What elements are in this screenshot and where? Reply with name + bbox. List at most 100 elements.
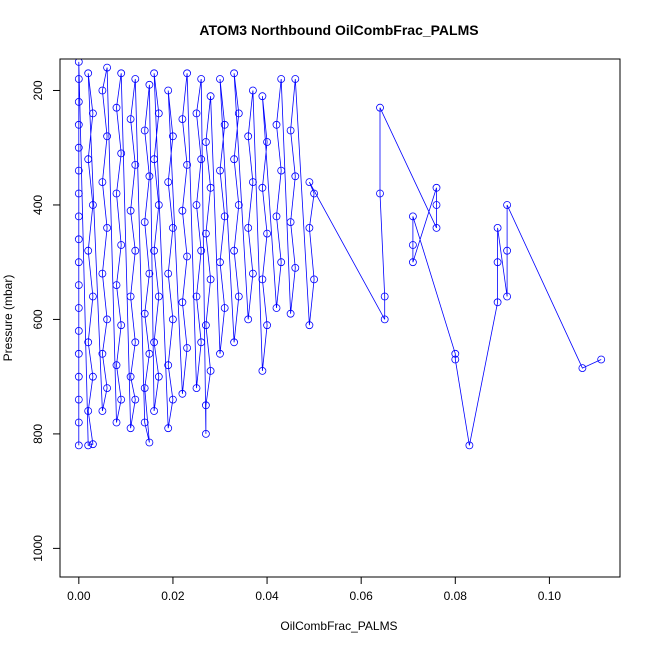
data-point: [263, 229, 272, 238]
data-point: [263, 138, 272, 146]
data-point: [192, 201, 201, 209]
data-point: [220, 120, 229, 129]
data-point: [98, 86, 107, 95]
data-point: [277, 166, 286, 175]
data-point: [272, 120, 281, 129]
data-point: [74, 59, 83, 66]
data-point: [126, 115, 135, 123]
data-point: [220, 212, 229, 221]
data-point: [150, 155, 159, 164]
data-point: [183, 344, 192, 352]
data-point: [183, 252, 192, 261]
data-point: [201, 138, 210, 146]
data-point: [140, 384, 149, 393]
data-point: [164, 424, 173, 433]
plot-area: [74, 59, 606, 450]
data-point: [112, 361, 121, 370]
data-point: [126, 292, 135, 301]
data-point: [131, 75, 140, 83]
data-point: [98, 407, 107, 415]
data-point: [150, 407, 159, 415]
data-point: [126, 372, 135, 381]
data-point: [244, 132, 253, 141]
data-point: [74, 304, 83, 312]
data-point: [272, 212, 281, 221]
data-point: [230, 338, 239, 347]
data-point: [201, 429, 210, 438]
data-point: [140, 309, 149, 318]
data-point: [154, 201, 163, 209]
data-point: [277, 75, 286, 83]
data-point: [263, 321, 272, 330]
data-point: [164, 178, 173, 187]
data-point: [89, 440, 97, 449]
data-point: [178, 389, 187, 398]
data-point: [206, 92, 215, 101]
data-point: [164, 86, 173, 95]
data-point: [74, 441, 83, 450]
data-point: [291, 263, 300, 272]
data-point: [220, 304, 229, 312]
x-tick-label: 0.00: [67, 589, 91, 603]
data-point: [126, 424, 135, 433]
data-point: [145, 80, 154, 89]
data-point: [168, 132, 177, 141]
data-point: [84, 155, 93, 164]
data-point: [164, 269, 173, 278]
data-point: [201, 229, 210, 238]
data-point: [131, 338, 140, 347]
data-point: [74, 98, 83, 106]
data-point: [126, 206, 135, 215]
data-point: [84, 407, 93, 415]
data-point: [74, 189, 83, 198]
data-point: [154, 372, 163, 381]
data-point: [291, 75, 300, 83]
data-point: [258, 366, 267, 375]
data-point: [74, 349, 83, 358]
data-point: [145, 438, 154, 447]
data-point: [451, 349, 460, 358]
data-point: [201, 321, 210, 330]
plot-frame: [59, 58, 621, 578]
data-point: [178, 115, 187, 123]
data-point: [183, 160, 192, 169]
data-point: [74, 120, 83, 129]
data-point: [234, 109, 243, 118]
data-point: [117, 241, 126, 249]
x-axis: 0.00 0.02 0.04 0.06 0.08 0.10: [67, 576, 561, 603]
data-point: [74, 143, 83, 152]
x-tick-label: 0.04: [255, 589, 279, 603]
data-point: [74, 281, 83, 290]
x-tick-label: 0.06: [349, 589, 373, 603]
data-point: [216, 166, 224, 175]
data-point: [140, 418, 149, 427]
data-point: [503, 201, 512, 209]
data-point: [380, 292, 389, 301]
data-point: [578, 364, 587, 373]
data-point: [376, 189, 384, 198]
data-point: [84, 441, 93, 450]
data-point: [145, 349, 154, 358]
data-point: [145, 269, 154, 278]
data-point: [145, 172, 154, 181]
data-point: [74, 166, 83, 175]
data-point: [197, 75, 206, 83]
data-point: [154, 109, 163, 118]
data-point: [197, 338, 206, 347]
data-point: [168, 223, 177, 232]
data-point: [84, 246, 93, 255]
data-point: [140, 126, 149, 135]
data-point: [286, 309, 295, 318]
data-point: [117, 149, 126, 158]
data-point: [503, 292, 512, 301]
data-point: [183, 69, 192, 78]
data-point: [305, 223, 314, 232]
data-point: [103, 63, 111, 72]
data-point: [74, 235, 83, 244]
data-point: [192, 384, 201, 393]
data-point: [248, 178, 257, 187]
data-point: [286, 218, 295, 227]
data-point: [258, 275, 267, 284]
series-line: [78, 61, 602, 446]
